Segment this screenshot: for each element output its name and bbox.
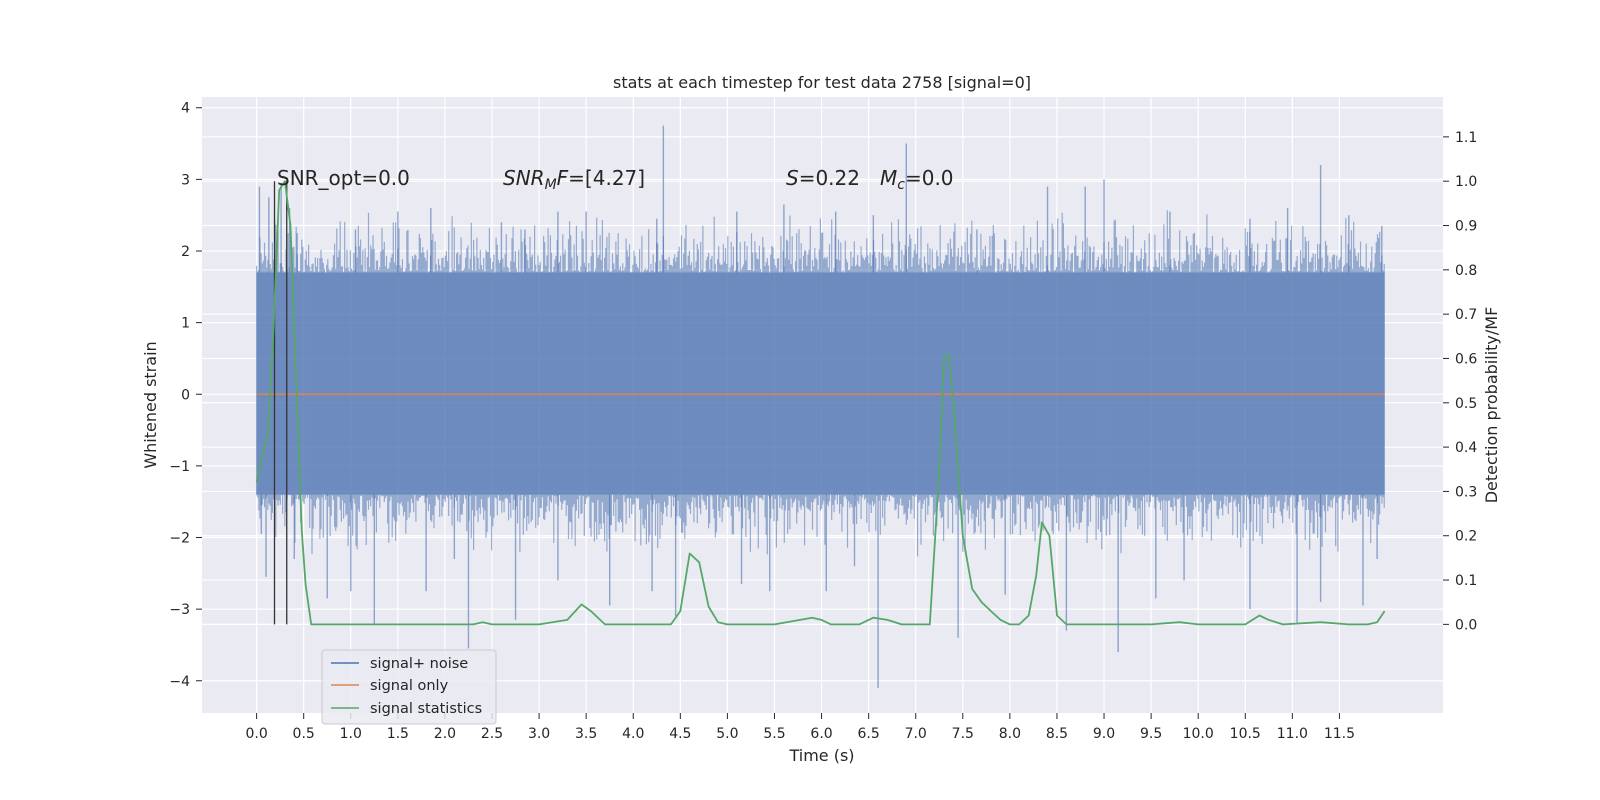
y-tick-label: −1 (169, 459, 190, 475)
y-tick-label: 3 (181, 172, 190, 188)
annotation-snr-opt: SNR_opt=0.0 (277, 166, 410, 190)
x-tick-label: 1.5 (387, 726, 409, 742)
legend-label-signal-statistics: signal statistics (370, 701, 482, 717)
x-tick-label: 3.0 (528, 726, 550, 742)
x-tick-label: 7.5 (952, 726, 974, 742)
y-tick-label: −2 (169, 531, 190, 547)
x-tick-label: 4.0 (622, 726, 644, 742)
x-tick-label: 5.0 (716, 726, 738, 742)
x-axis-label: Time (s) (788, 746, 854, 765)
y2-tick-label: 1.1 (1455, 130, 1477, 146)
signal-statistics-series (255, 180, 1386, 626)
annotation-snr-mf-value: =[4.27] (568, 166, 645, 190)
x-tick-label: 11.5 (1324, 726, 1355, 742)
chart-title: stats at each timestep for test data 275… (613, 73, 1031, 92)
y-tick-label: −4 (169, 674, 190, 690)
annotation-snr-mf-var: SNR (503, 166, 545, 190)
vertical-markers (273, 181, 288, 625)
y-tick-label: 2 (181, 244, 190, 260)
annotation-mc-var: M (880, 166, 897, 190)
x-tick-label: 6.5 (858, 726, 880, 742)
y2-tick-label: 1.0 (1455, 174, 1477, 190)
y2-tick-label: 0.1 (1455, 573, 1477, 589)
x-tick-label: 11.0 (1277, 726, 1308, 742)
annotation-mc-value: =0.0 (905, 166, 954, 190)
x-tick-label: 4.5 (669, 726, 691, 742)
y2-tick-label: 0.5 (1455, 396, 1477, 412)
x-tick-label: 0.0 (245, 726, 267, 742)
x-tick-label: 8.0 (999, 726, 1021, 742)
annotation-s: S=0.22 (786, 166, 860, 190)
annotation-snr-mf-sub: M (545, 177, 557, 193)
annotation-mc: Mc=0.0 (880, 166, 954, 193)
y2-tick-label: 0.9 (1455, 219, 1477, 235)
x-tick-label: 9.0 (1093, 726, 1115, 742)
annotation-s-value: =0.22 (799, 166, 860, 190)
legend: signal+ noise signal only signal statist… (321, 649, 497, 725)
x-tick-label: 9.5 (1140, 726, 1162, 742)
y2-tick-label: 0.3 (1455, 484, 1477, 500)
annotation-s-var: S (786, 166, 799, 190)
signal-statistics-line (255, 180, 1386, 626)
x-tick-label: 3.5 (575, 726, 597, 742)
x-tick-label: 10.5 (1230, 726, 1261, 742)
y2-axis-label: Detection probability/MF (1482, 307, 1501, 504)
x-tick-label: 5.5 (763, 726, 785, 742)
y2-tick-label: 0.8 (1455, 263, 1477, 279)
y-tick-label: 0 (181, 387, 190, 403)
annotation-snr-mf: SNRMF=[4.27] (503, 166, 645, 193)
y2-tick-label: 0.4 (1455, 440, 1477, 456)
x-tick-label: 1.0 (340, 726, 362, 742)
noise-fluctuations (256, 210, 1385, 557)
legend-label-signal-only: signal only (370, 678, 449, 694)
legend-label-noise: signal+ noise (370, 656, 468, 672)
x-tick-label: 10.0 (1183, 726, 1214, 742)
y2-tick-label: 0.0 (1455, 617, 1477, 633)
annotation-snr-mf-rest: F (557, 166, 569, 190)
signal-plus-noise-series (256, 125, 1385, 688)
y-tick-label: −3 (169, 602, 190, 618)
annotation-mc-sub: c (897, 177, 905, 193)
axis-ticks: 0.0 0.5 1.0 1.5 2.0 2.5 3.0 3.5 4.0 4.5 5.0 5.5 6.0 6… (169, 101, 1477, 742)
x-tick-label: 8.5 (1046, 726, 1068, 742)
y-tick-label: 1 (181, 316, 190, 332)
y2-tick-label: 0.7 (1455, 307, 1477, 323)
y-axis-label: Whitened strain (141, 341, 160, 468)
y2-tick-label: 0.2 (1455, 529, 1477, 545)
legend-box (321, 649, 497, 725)
x-tick-label: 6.0 (810, 726, 832, 742)
y2-tick-label: 0.6 (1455, 351, 1477, 367)
y-tick-label: 4 (181, 101, 190, 117)
x-tick-label: 2.0 (434, 726, 456, 742)
x-tick-label: 2.5 (481, 726, 503, 742)
x-tick-label: 7.0 (905, 726, 927, 742)
x-tick-label: 0.5 (293, 726, 315, 742)
